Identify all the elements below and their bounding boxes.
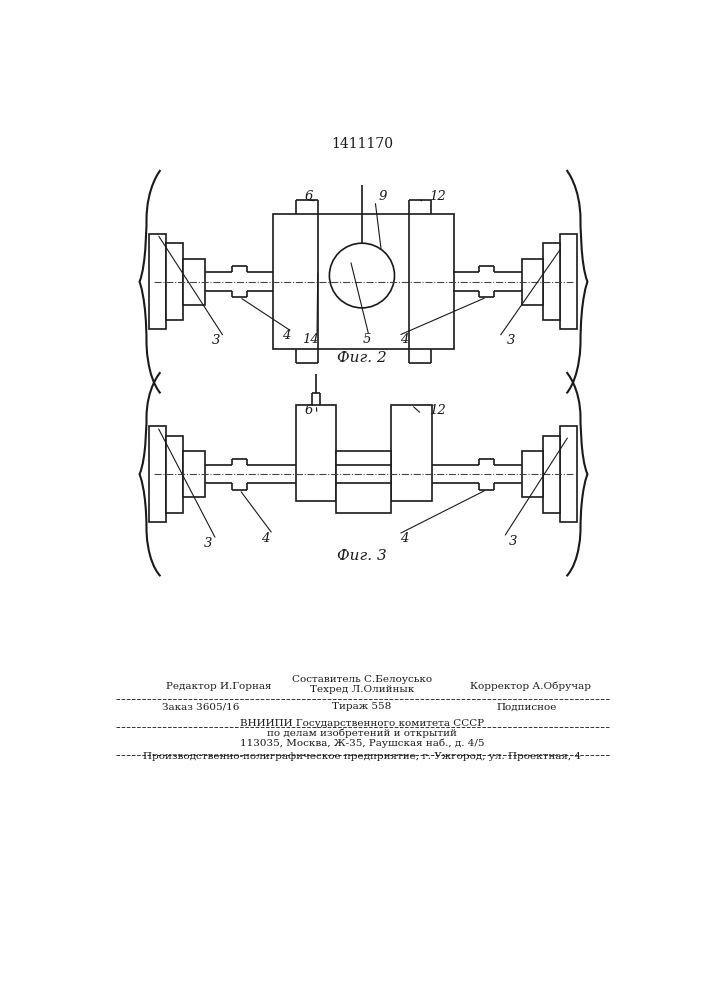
Bar (337, 451, 392, 513)
Text: 1411170: 1411170 (331, 137, 393, 151)
Text: 4: 4 (282, 329, 290, 342)
Text: Фиг. 3: Фиг. 3 (337, 549, 387, 563)
Bar (561, 426, 578, 522)
Text: 4: 4 (261, 532, 269, 545)
Bar (522, 451, 543, 497)
Text: 14: 14 (303, 333, 319, 346)
Text: 3: 3 (204, 537, 213, 550)
Text: Производственно-полиграфическое предприятие, г. Ужгород, ул. Проектная, 4: Производственно-полиграфическое предприя… (143, 752, 581, 761)
Text: 4: 4 (400, 333, 409, 346)
Bar (183, 451, 204, 497)
Bar (543, 436, 561, 513)
Text: Техред Л.Олийнык: Техред Л.Олийнык (310, 685, 414, 694)
Bar (561, 234, 578, 329)
Bar (166, 436, 183, 513)
Text: Фиг. 2: Фиг. 2 (337, 351, 387, 365)
Text: 9: 9 (379, 190, 387, 204)
Text: 4: 4 (400, 532, 409, 545)
Text: 5: 5 (363, 333, 372, 346)
Text: Редактор И.Горная: Редактор И.Горная (166, 682, 271, 691)
Text: по делам изобретений и открытий: по делам изобретений и открытий (267, 729, 457, 738)
Text: 3: 3 (509, 535, 518, 548)
Text: 3: 3 (506, 334, 515, 347)
Text: Подписное: Подписное (496, 702, 556, 711)
Bar (183, 259, 204, 305)
Text: Корректор А.Обручар: Корректор А.Обручар (469, 682, 590, 691)
Bar (273, 214, 454, 349)
Bar (392, 405, 432, 501)
Bar (149, 426, 166, 522)
Bar (543, 243, 561, 320)
Text: 3: 3 (212, 334, 221, 347)
Text: 6: 6 (305, 190, 313, 204)
Text: 113035, Москва, Ж-35, Раушская наб., д. 4/5: 113035, Москва, Ж-35, Раушская наб., д. … (240, 739, 484, 748)
Text: Заказ 3605/16: Заказ 3605/16 (162, 702, 240, 711)
Text: 6: 6 (305, 404, 313, 417)
Text: Составитель С.Белоусько: Составитель С.Белоусько (292, 675, 432, 684)
Text: 12: 12 (428, 190, 445, 204)
Bar (296, 405, 337, 501)
Bar (522, 259, 543, 305)
Text: 12: 12 (428, 404, 445, 417)
Bar (166, 243, 183, 320)
Text: Тираж 558: Тираж 558 (332, 702, 392, 711)
Bar (149, 234, 166, 329)
Text: ВНИИПИ Государственного комитета СССР: ВНИИПИ Государственного комитета СССР (240, 719, 484, 728)
